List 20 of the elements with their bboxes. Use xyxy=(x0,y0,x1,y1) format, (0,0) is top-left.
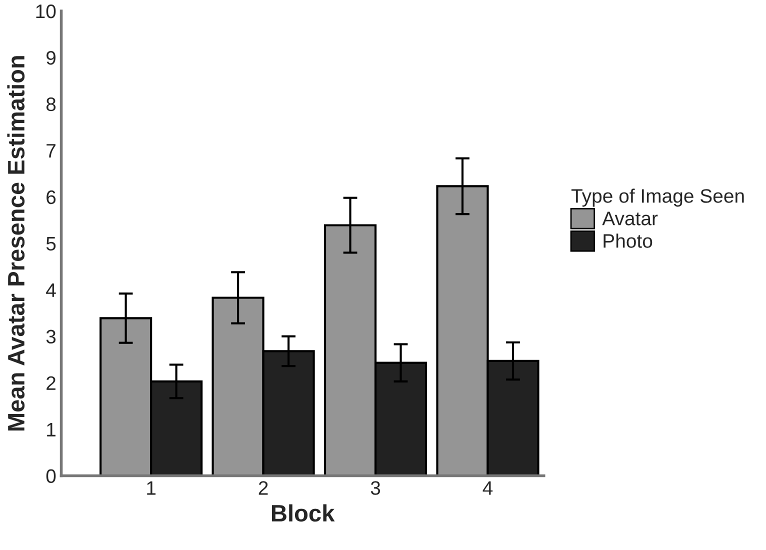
y-tick-label: 5 xyxy=(46,237,56,251)
legend-title: Type of Image Seen xyxy=(571,188,744,207)
x-axis-title: Block xyxy=(272,504,335,522)
y-tick-label: 3 xyxy=(46,330,56,344)
y-tick-label: 10 xyxy=(36,4,56,18)
x-tick-label: 2 xyxy=(258,481,268,495)
y-tick-label: 8 xyxy=(46,97,56,112)
y-tick-label: 6 xyxy=(46,190,56,204)
y-axis-title: Mean Avatar Presence Estimation xyxy=(7,56,25,431)
legend-label: Photo xyxy=(604,234,652,248)
y-tick-label: 9 xyxy=(46,50,56,65)
y-tick-label: 2 xyxy=(46,376,56,390)
y-tick-label: 0 xyxy=(46,469,56,483)
x-tick-label: 3 xyxy=(370,481,380,495)
y-tick-label: 7 xyxy=(46,144,56,158)
x-tick-label: 4 xyxy=(482,481,493,495)
x-tick-label: 1 xyxy=(147,481,156,495)
y-tick-label: 4 xyxy=(46,284,56,297)
y-tick-label: 1 xyxy=(47,422,56,436)
legend-label: Avatar xyxy=(602,212,658,226)
